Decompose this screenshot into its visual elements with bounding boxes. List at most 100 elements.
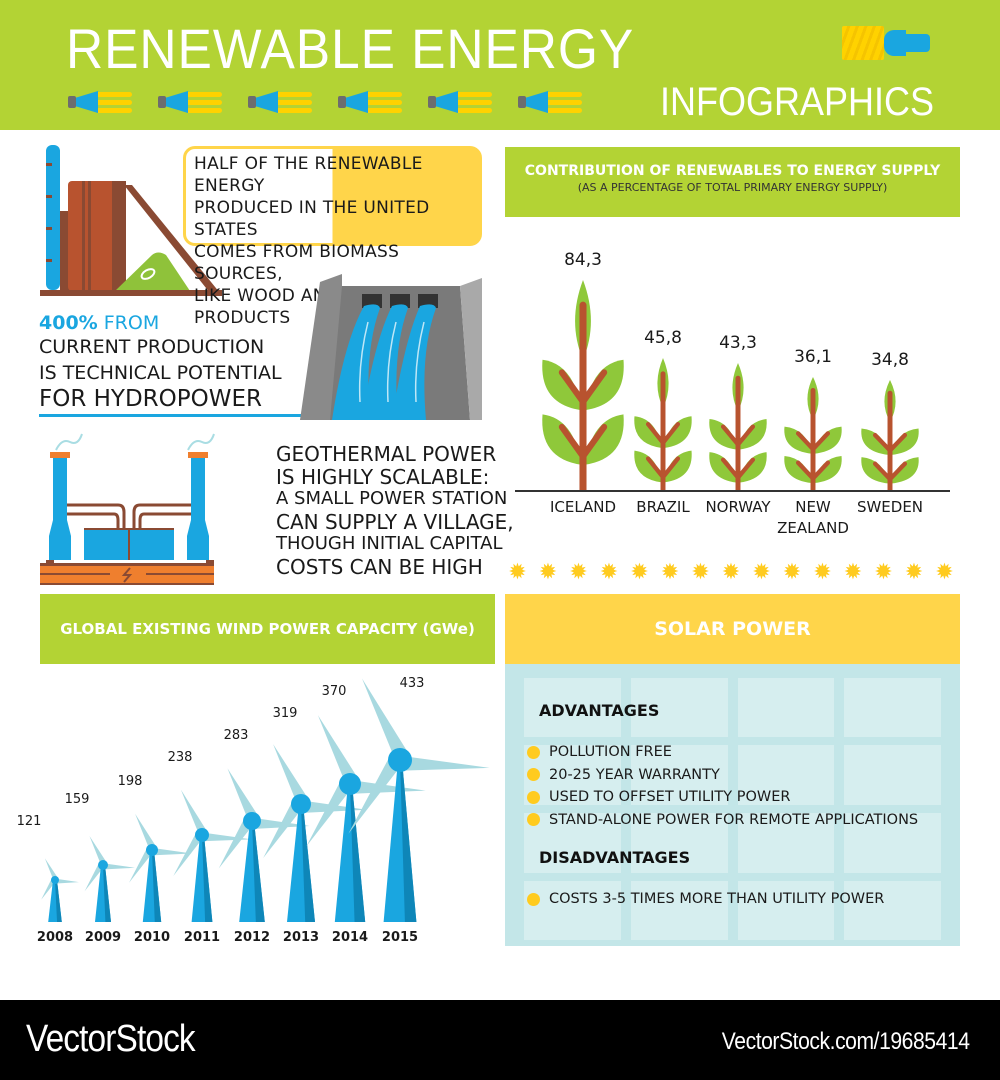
biomass-line: PRODUCED IN THE UNITED STATES (194, 198, 430, 240)
wind-year-label: 2008 (36, 930, 74, 945)
sun-icon: ✹ (569, 560, 588, 585)
disadvantages-list: COSTS 3-5 TIMES MORE THAN UTILITY POWER (527, 888, 884, 911)
footer-brand: VectorStock (26, 1018, 196, 1060)
sun-icon-row: ✹ ✹ ✹ ✹ ✹ ✹ ✹ ✹ ✹ ✹ ✹ ✹ ✹ ✹ ✹ (507, 560, 955, 585)
solar-cell (524, 678, 621, 737)
wind-value-label: 121 (16, 814, 42, 829)
wind-turbine-icon (129, 813, 192, 922)
wind-year-label: 2015 (381, 930, 419, 945)
contribution-tree-chart: 84,3 ICELAND 45,8 BRAZIL 43,3 NORWAY 36,1 NEW ZE… (515, 225, 950, 545)
solar-cell (844, 881, 941, 940)
bullet-dot-icon (527, 790, 540, 804)
solar-panel-grid (524, 678, 941, 940)
solar-cell (844, 745, 941, 805)
wind-value-label: 159 (64, 792, 90, 807)
bullet-dot-icon (527, 813, 540, 827)
wind-year-label: 2009 (84, 930, 122, 945)
hydropower-highlight-suffix: FROM (97, 312, 160, 334)
hydropower-line: IS TECHNICAL POTENTIAL (39, 362, 282, 384)
sun-icon: ✹ (691, 560, 710, 585)
sun-icon: ✹ (599, 560, 619, 585)
wind-value-label: 283 (223, 728, 249, 743)
hydropower-line: FOR HYDROPOWER (39, 386, 262, 412)
sun-icon: ✹ (813, 560, 832, 585)
advantages-list: POLLUTION FREE 20-25 YEAR WARRANTY USED TO… (527, 741, 918, 831)
sun-icon: ✹ (843, 560, 863, 585)
solar-cell (631, 745, 728, 805)
wind-value-label: 370 (321, 684, 347, 699)
tree-value-label: 84,3 (564, 250, 602, 270)
bullet-dot-icon (527, 768, 540, 782)
solar-cell (738, 745, 834, 805)
contribution-chart-header: CONTRIBUTION OF RENEWABLES TO ENERGY SUP… (505, 147, 960, 217)
advantage-item: 20-25 YEAR WARRANTY (527, 764, 918, 787)
wind-turbine-chart: 121 2008 159 2009 198 2010 238 2011 283 2012 319 20… (17, 664, 500, 954)
solar-power-header: SOLAR POWER (505, 594, 960, 664)
solar-cell (631, 678, 728, 737)
biomass-line: HALF OF THE RENEWABLE ENERGY (194, 154, 423, 196)
geothermal-line: CAN SUPPLY A VILLAGE, (276, 509, 514, 534)
solar-cell (524, 745, 621, 805)
solar-cell (738, 881, 834, 940)
chart-baseline (515, 490, 950, 492)
footer-url[interactable]: VectorStock.com/19685414 (722, 1028, 970, 1055)
bulb-icon-row (68, 90, 582, 114)
bullet-text: STAND-ALONE POWER FOR REMOTE APPLICATION… (549, 811, 919, 828)
cfl-bulb-icon (248, 90, 312, 114)
bullet-text: COSTS 3-5 TIMES MORE THAN UTILITY POWER (549, 891, 885, 908)
contribution-chart-subtitle: (AS A PERCENTAGE OF TOTAL PRIMARY ENERGY… (577, 181, 888, 194)
page-title: RENEWABLE ENERGY (66, 17, 635, 80)
header-banner: RENEWABLE ENERGY INFOGRAPHICS (0, 0, 1000, 130)
page-subtitle: INFOGRAPHICS (660, 80, 935, 124)
bullet-text: 20-25 YEAR WARRANTY (549, 766, 720, 783)
contribution-chart-title: CONTRIBUTION OF RENEWABLES TO ENERGY SUP… (524, 163, 941, 179)
tree-bar: 45,8 (632, 328, 694, 490)
cfl-bulb-icon (158, 90, 222, 114)
tree-bar: 84,3 (539, 250, 627, 490)
wind-turbine-icon (41, 858, 79, 922)
disadvantages-title: DISADVANTAGES (539, 848, 691, 867)
tree-icon (784, 377, 842, 490)
solar-cell (738, 678, 834, 737)
sun-icon: ✹ (782, 560, 802, 585)
tree-icon (542, 280, 624, 490)
tree-value-label: 43,3 (719, 332, 757, 353)
solar-cell (524, 813, 621, 873)
solar-panel-card: ADVANTAGES POLLUTION FREE 20-25 YEAR WARR… (505, 664, 960, 946)
solar-cell (844, 678, 941, 737)
geothermal-line: THOUGH INITIAL CAPITAL (276, 533, 503, 554)
sun-icon: ✹ (752, 560, 771, 585)
geothermal-plant-icon (40, 433, 215, 585)
hydropower-underline (39, 414, 301, 417)
cfl-bulb-icon (68, 90, 132, 114)
tree-icon (634, 357, 692, 490)
tree-country-label: NEW ZEALAND (777, 498, 849, 537)
hydro-dam-icon (300, 274, 482, 420)
wind-turbine-icon (173, 789, 252, 922)
hydropower-fact: 400% FROM CURRENT PRODUCTION IS TECHNICA… (39, 312, 282, 412)
geothermal-line: IS HIGHLY SCALABLE: (276, 464, 490, 489)
wind-year-label: 2010 (133, 930, 171, 945)
biomass-bookshelf-icon (40, 145, 222, 296)
solar-cell (524, 881, 621, 940)
biomass-line: COMES FROM BIOMASS SOURCES, (194, 242, 400, 284)
bullet-dot-icon (527, 892, 540, 906)
hydropower-line: CURRENT PRODUCTION (39, 336, 265, 358)
sun-icon: ✹ (630, 560, 649, 585)
footer-bar: VectorStock VectorStock.com/19685414 (0, 1000, 1000, 1080)
advantages-title: ADVANTAGES (539, 701, 660, 720)
advantage-item: STAND-ALONE POWER FOR REMOTE APPLICATION… (527, 809, 918, 832)
biomass-fact-box: HALF OF THE RENEWABLE ENERGY PRODUCED IN… (183, 146, 482, 328)
tree-value-label: 36,1 (794, 347, 832, 368)
tree-bar: 43,3 (707, 333, 769, 490)
solar-cell (631, 881, 728, 940)
cfl-bulb-icon (338, 90, 402, 114)
advantage-item: POLLUTION FREE (527, 741, 918, 764)
wind-turbine-icon (84, 835, 135, 922)
sun-icon: ✹ (660, 560, 680, 585)
wind-value-label: 433 (399, 676, 425, 691)
cfl-bulb-icon (428, 90, 492, 114)
geothermal-line: GEOTHERMAL POWER (276, 442, 497, 466)
tree-bar: 34,8 (859, 350, 921, 490)
lightbulb-icon (842, 26, 932, 60)
